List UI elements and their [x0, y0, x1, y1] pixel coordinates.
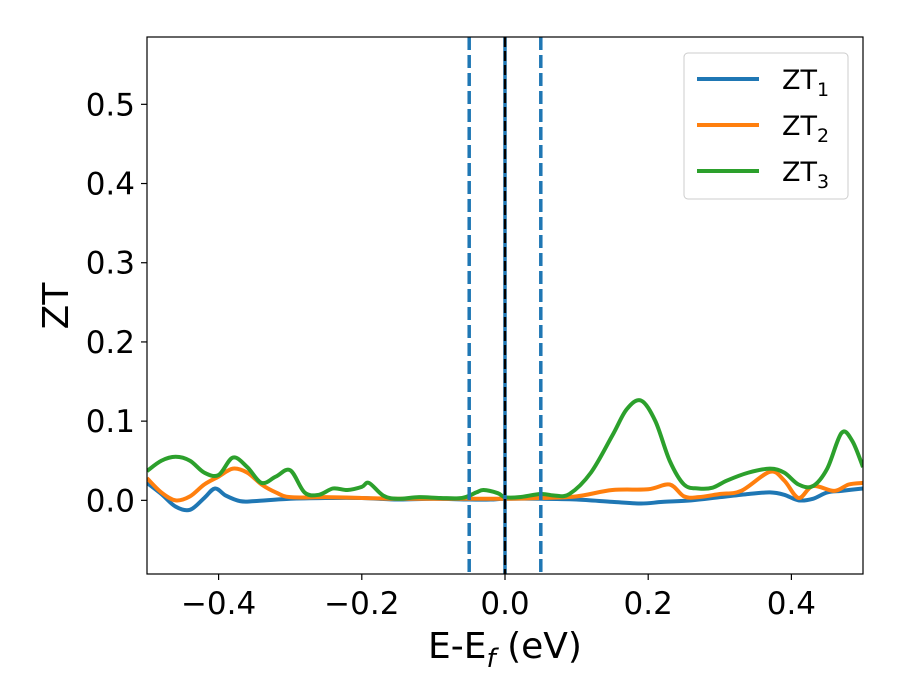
y-axis-label: ZT — [36, 282, 77, 330]
legend-label-zt2: ZT2 — [782, 111, 829, 147]
x-axis-label: E-Ef (eV) — [428, 626, 582, 674]
x-tick-label: 0.4 — [767, 586, 816, 622]
y-tick-label: 0.4 — [86, 167, 135, 203]
legend-label-zt3: ZT3 — [782, 157, 829, 193]
y-tick-label: 0.2 — [86, 325, 135, 361]
x-tick-label: 0.2 — [624, 586, 673, 622]
legend-label-zt1: ZT1 — [782, 65, 829, 101]
x-tick-label: 0.0 — [480, 586, 529, 622]
x-tick-label: −0.2 — [324, 586, 399, 622]
legend: ZT1 ZT2 ZT3 — [683, 52, 849, 200]
legend-box — [683, 52, 849, 200]
y-tick-label: 0.0 — [86, 483, 135, 519]
plot-area — [147, 37, 863, 574]
x-tick-label: −0.4 — [181, 586, 256, 622]
y-tick-label: 0.1 — [86, 404, 135, 440]
y-tick-label: 0.3 — [86, 246, 135, 282]
x-axis-label-main: E-E — [428, 626, 486, 667]
x-axis-label-unit: (eV) — [496, 626, 582, 667]
x-axis: −0.4 −0.2 0.0 0.2 0.4 — [181, 574, 816, 622]
y-axis: 0.0 0.1 0.2 0.3 0.4 0.5 — [86, 87, 147, 519]
series-line-zt3 — [147, 398, 863, 501]
y-tick-label: 0.5 — [86, 87, 135, 123]
